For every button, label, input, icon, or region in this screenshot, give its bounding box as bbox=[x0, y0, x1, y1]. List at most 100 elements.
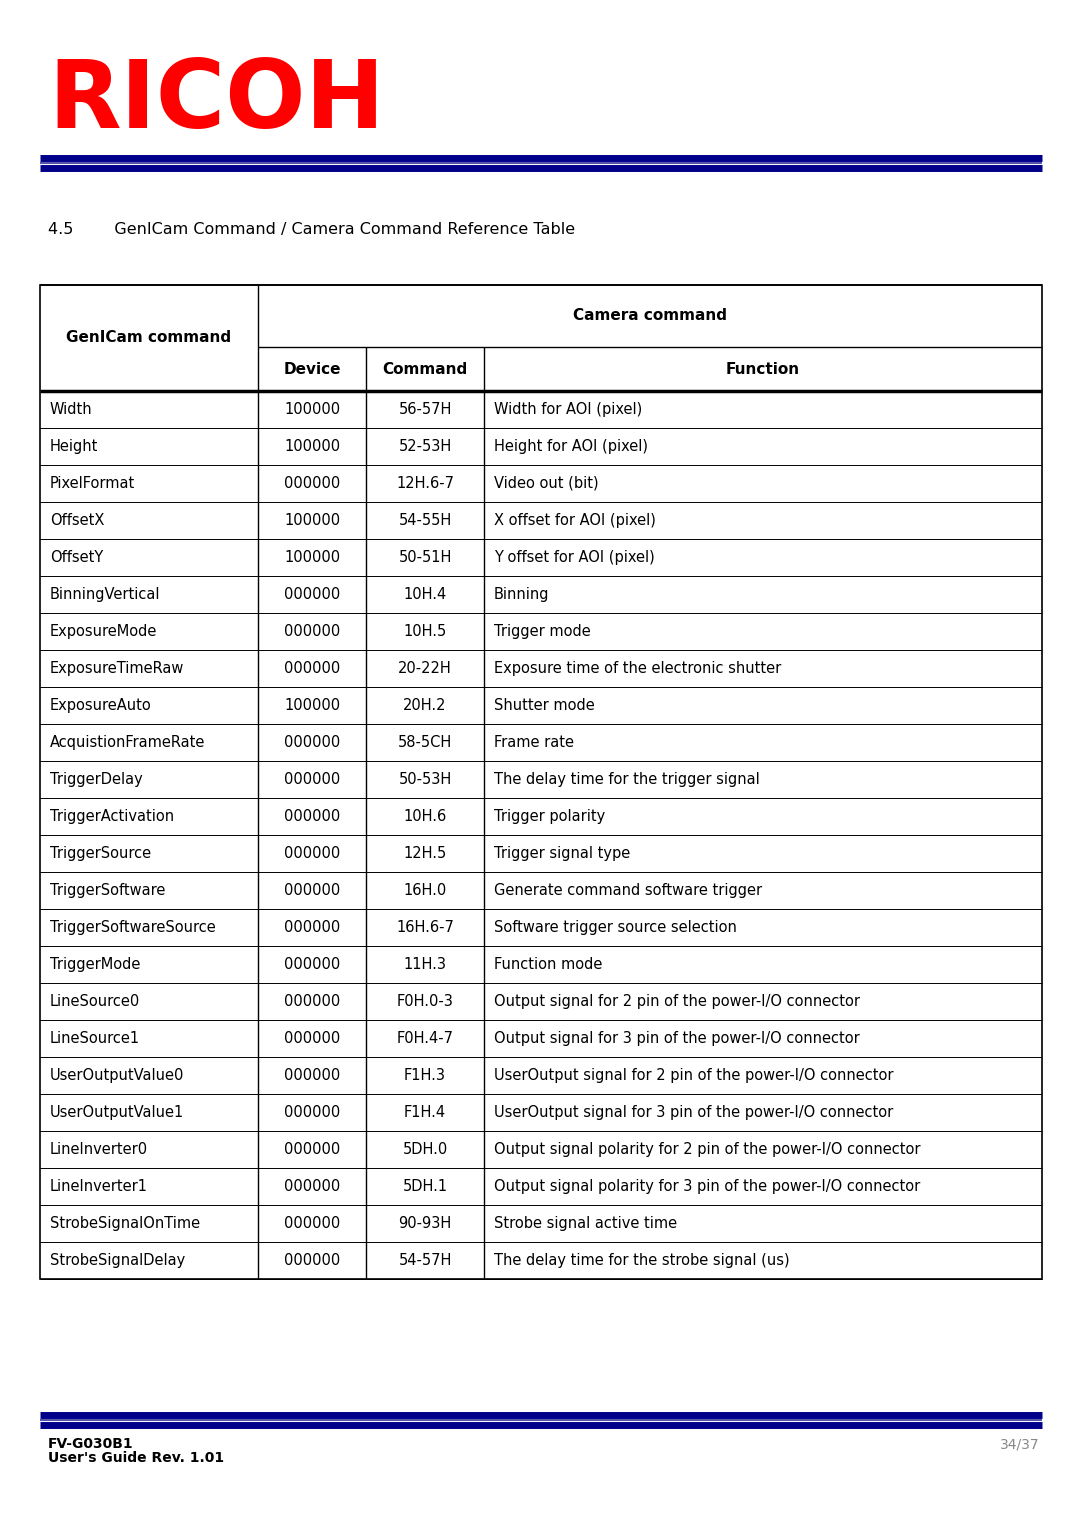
Text: 50-51H: 50-51H bbox=[399, 550, 451, 565]
Text: User's Guide Rev. 1.01: User's Guide Rev. 1.01 bbox=[48, 1451, 225, 1464]
Text: Exposure time of the electronic shutter: Exposure time of the electronic shutter bbox=[494, 661, 781, 676]
Text: 4.5        GenICam Command / Camera Command Reference Table: 4.5 GenICam Command / Camera Command Ref… bbox=[48, 221, 576, 237]
Text: 000000: 000000 bbox=[284, 883, 340, 898]
Text: Trigger mode: Trigger mode bbox=[494, 625, 591, 638]
Text: RICOH: RICOH bbox=[48, 56, 384, 148]
Text: LineInverter0: LineInverter0 bbox=[50, 1142, 148, 1157]
Text: OffsetX: OffsetX bbox=[50, 513, 105, 528]
Text: 52-53H: 52-53H bbox=[399, 438, 451, 454]
Text: ExposureTimeRaw: ExposureTimeRaw bbox=[50, 661, 185, 676]
Text: LineSource1: LineSource1 bbox=[50, 1031, 140, 1046]
Text: Output signal polarity for 3 pin of the power-I/O connector: Output signal polarity for 3 pin of the … bbox=[494, 1179, 920, 1194]
Text: Output signal for 2 pin of the power-I/O connector: Output signal for 2 pin of the power-I/O… bbox=[494, 994, 860, 1009]
Text: 12H.5: 12H.5 bbox=[403, 846, 447, 861]
Text: The delay time for the trigger signal: The delay time for the trigger signal bbox=[494, 773, 759, 786]
Text: Video out (bit): Video out (bit) bbox=[494, 476, 598, 492]
Text: TriggerActivation: TriggerActivation bbox=[50, 809, 174, 825]
Text: Command: Command bbox=[382, 362, 468, 377]
Text: UserOutput signal for 2 pin of the power-I/O connector: UserOutput signal for 2 pin of the power… bbox=[494, 1067, 893, 1083]
Text: 5DH.1: 5DH.1 bbox=[403, 1179, 447, 1194]
Text: StrobeSignalOnTime: StrobeSignalOnTime bbox=[50, 1215, 200, 1231]
Text: TriggerSoftwareSource: TriggerSoftwareSource bbox=[50, 919, 216, 935]
Text: 16H.6-7: 16H.6-7 bbox=[396, 919, 454, 935]
Text: ExposureMode: ExposureMode bbox=[50, 625, 158, 638]
Text: OffsetY: OffsetY bbox=[50, 550, 104, 565]
Text: 000000: 000000 bbox=[284, 1254, 340, 1267]
Text: 54-55H: 54-55H bbox=[399, 513, 451, 528]
Text: GenICam command: GenICam command bbox=[67, 330, 231, 345]
Text: Binning: Binning bbox=[494, 586, 550, 602]
Text: Output signal for 3 pin of the power-I/O connector: Output signal for 3 pin of the power-I/O… bbox=[494, 1031, 860, 1046]
Text: Function mode: Function mode bbox=[494, 957, 603, 973]
Text: F1H.4: F1H.4 bbox=[404, 1106, 446, 1119]
Text: StrobeSignalDelay: StrobeSignalDelay bbox=[50, 1254, 186, 1267]
Text: 100000: 100000 bbox=[284, 402, 340, 417]
Text: Strobe signal active time: Strobe signal active time bbox=[494, 1215, 677, 1231]
Text: Software trigger source selection: Software trigger source selection bbox=[494, 919, 737, 935]
Text: 000000: 000000 bbox=[284, 957, 340, 973]
Text: 5DH.0: 5DH.0 bbox=[403, 1142, 447, 1157]
Text: Height: Height bbox=[50, 438, 98, 454]
Text: Device: Device bbox=[283, 362, 341, 377]
Text: 34/37: 34/37 bbox=[1000, 1437, 1040, 1451]
Text: Generate command software trigger: Generate command software trigger bbox=[494, 883, 762, 898]
Text: 12H.6-7: 12H.6-7 bbox=[396, 476, 454, 492]
Text: 10H.4: 10H.4 bbox=[403, 586, 447, 602]
Text: 54-57H: 54-57H bbox=[399, 1254, 451, 1267]
Text: 000000: 000000 bbox=[284, 1215, 340, 1231]
Text: PixelFormat: PixelFormat bbox=[50, 476, 135, 492]
Text: Trigger polarity: Trigger polarity bbox=[494, 809, 605, 825]
Text: 100000: 100000 bbox=[284, 438, 340, 454]
Bar bbox=[40, 286, 1042, 1280]
Text: 20H.2: 20H.2 bbox=[403, 698, 447, 713]
Text: 000000: 000000 bbox=[284, 734, 340, 750]
Text: 50-53H: 50-53H bbox=[399, 773, 451, 786]
Text: 000000: 000000 bbox=[284, 809, 340, 825]
Text: Shutter mode: Shutter mode bbox=[494, 698, 595, 713]
Text: F1H.3: F1H.3 bbox=[404, 1067, 446, 1083]
Text: TriggerMode: TriggerMode bbox=[50, 957, 140, 973]
Text: 10H.6: 10H.6 bbox=[403, 809, 447, 825]
Text: 100000: 100000 bbox=[284, 513, 340, 528]
Text: 000000: 000000 bbox=[284, 1031, 340, 1046]
Text: Height for AOI (pixel): Height for AOI (pixel) bbox=[494, 438, 648, 454]
Text: Function: Function bbox=[726, 362, 800, 377]
Text: 000000: 000000 bbox=[284, 1142, 340, 1157]
Text: 58-5CH: 58-5CH bbox=[397, 734, 453, 750]
Text: 000000: 000000 bbox=[284, 661, 340, 676]
Text: BinningVertical: BinningVertical bbox=[50, 586, 161, 602]
Text: Frame rate: Frame rate bbox=[494, 734, 573, 750]
Text: 000000: 000000 bbox=[284, 1067, 340, 1083]
Text: Y offset for AOI (pixel): Y offset for AOI (pixel) bbox=[494, 550, 654, 565]
Text: UserOutput signal for 3 pin of the power-I/O connector: UserOutput signal for 3 pin of the power… bbox=[494, 1106, 893, 1119]
Text: 16H.0: 16H.0 bbox=[403, 883, 447, 898]
Text: 000000: 000000 bbox=[284, 919, 340, 935]
Text: 000000: 000000 bbox=[284, 586, 340, 602]
Text: ExposureAuto: ExposureAuto bbox=[50, 698, 152, 713]
Text: 100000: 100000 bbox=[284, 550, 340, 565]
Text: FV-G030B1: FV-G030B1 bbox=[48, 1437, 134, 1451]
Text: Output signal polarity for 2 pin of the power-I/O connector: Output signal polarity for 2 pin of the … bbox=[494, 1142, 920, 1157]
Text: LineInverter1: LineInverter1 bbox=[50, 1179, 148, 1194]
Text: 11H.3: 11H.3 bbox=[404, 957, 446, 973]
Text: TriggerSource: TriggerSource bbox=[50, 846, 151, 861]
Text: LineSource0: LineSource0 bbox=[50, 994, 140, 1009]
Text: AcquistionFrameRate: AcquistionFrameRate bbox=[50, 734, 205, 750]
Text: 000000: 000000 bbox=[284, 846, 340, 861]
Text: 100000: 100000 bbox=[284, 698, 340, 713]
Text: UserOutputValue1: UserOutputValue1 bbox=[50, 1106, 185, 1119]
Text: Width: Width bbox=[50, 402, 93, 417]
Text: TriggerSoftware: TriggerSoftware bbox=[50, 883, 165, 898]
Text: 90-93H: 90-93H bbox=[399, 1215, 451, 1231]
Text: 000000: 000000 bbox=[284, 625, 340, 638]
Text: Camera command: Camera command bbox=[573, 308, 727, 324]
Text: 56-57H: 56-57H bbox=[399, 402, 451, 417]
Text: 000000: 000000 bbox=[284, 1179, 340, 1194]
Text: The delay time for the strobe signal (us): The delay time for the strobe signal (us… bbox=[494, 1254, 789, 1267]
Text: 000000: 000000 bbox=[284, 1106, 340, 1119]
Text: Width for AOI (pixel): Width for AOI (pixel) bbox=[494, 402, 643, 417]
Text: X offset for AOI (pixel): X offset for AOI (pixel) bbox=[494, 513, 656, 528]
Text: 10H.5: 10H.5 bbox=[403, 625, 447, 638]
Text: UserOutputValue0: UserOutputValue0 bbox=[50, 1067, 185, 1083]
Text: 000000: 000000 bbox=[284, 994, 340, 1009]
